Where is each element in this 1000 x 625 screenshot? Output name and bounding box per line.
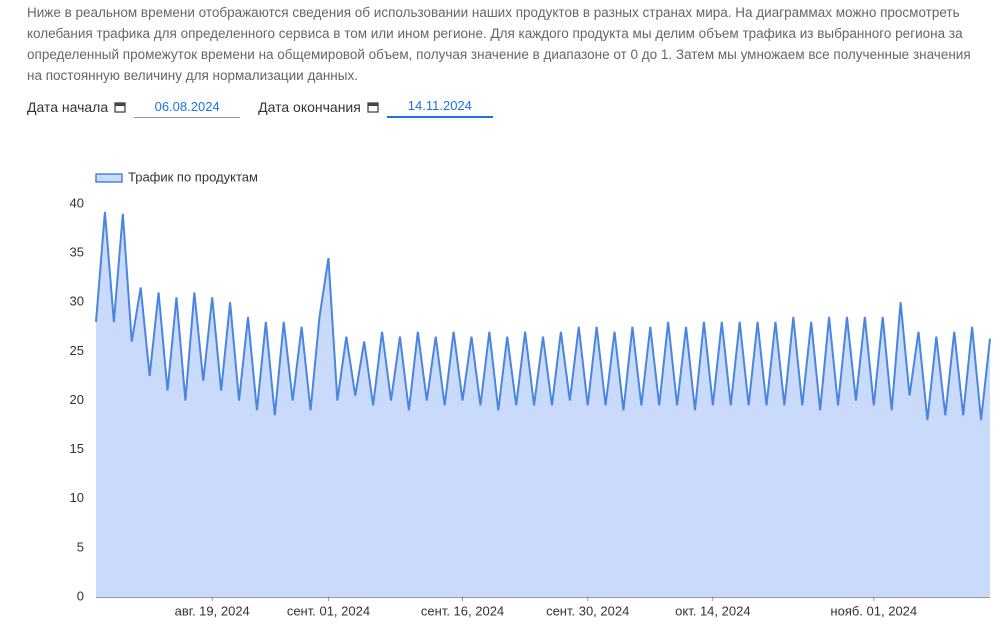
x-tick-label: нояб. 01, 2024 <box>830 603 917 618</box>
y-tick-label: 25 <box>70 343 84 358</box>
chart: 0 5 10 15 20 25 30 35 40 авг. 19, 2024 сент. 01, 2… <box>70 169 991 618</box>
y-tick-label: 30 <box>70 294 84 309</box>
y-tick-label: 0 <box>77 588 84 603</box>
start-label: Дата начала <box>27 98 109 115</box>
x-tick-label: сент. 30, 2024 <box>546 603 629 618</box>
end-date-input[interactable]: 14.11.2024 <box>386 95 493 118</box>
area-fill <box>96 211 990 598</box>
date-controls: Дата начала 06.08.2024 Дата окончания 14… <box>27 95 511 118</box>
y-tick-label: 20 <box>70 392 84 407</box>
y-tick-label: 5 <box>77 539 84 554</box>
end-label: Дата окончания <box>258 98 361 115</box>
calendar-icon[interactable] <box>114 101 126 113</box>
intro-text: Ниже в реальном времени отображаются све… <box>27 5 971 83</box>
legend-swatch <box>95 173 123 183</box>
start-date-input[interactable]: 06.08.2024 <box>134 96 241 118</box>
y-tick-label: 40 <box>70 195 84 210</box>
calendar-icon[interactable] <box>367 101 379 113</box>
y-tick-label: 15 <box>70 441 84 456</box>
series-line <box>95 211 991 421</box>
x-tick-label: окт. 14, 2024 <box>675 603 750 618</box>
x-tick-label: сент. 16, 2024 <box>421 603 504 618</box>
x-tick-label: авг. 19, 2024 <box>175 603 250 618</box>
x-tick-label: сент. 01, 2024 <box>287 603 370 618</box>
legend-label: Трафик по продуктам <box>128 169 258 184</box>
y-tick-label: 10 <box>70 490 84 505</box>
y-tick-label: 35 <box>70 245 84 260</box>
